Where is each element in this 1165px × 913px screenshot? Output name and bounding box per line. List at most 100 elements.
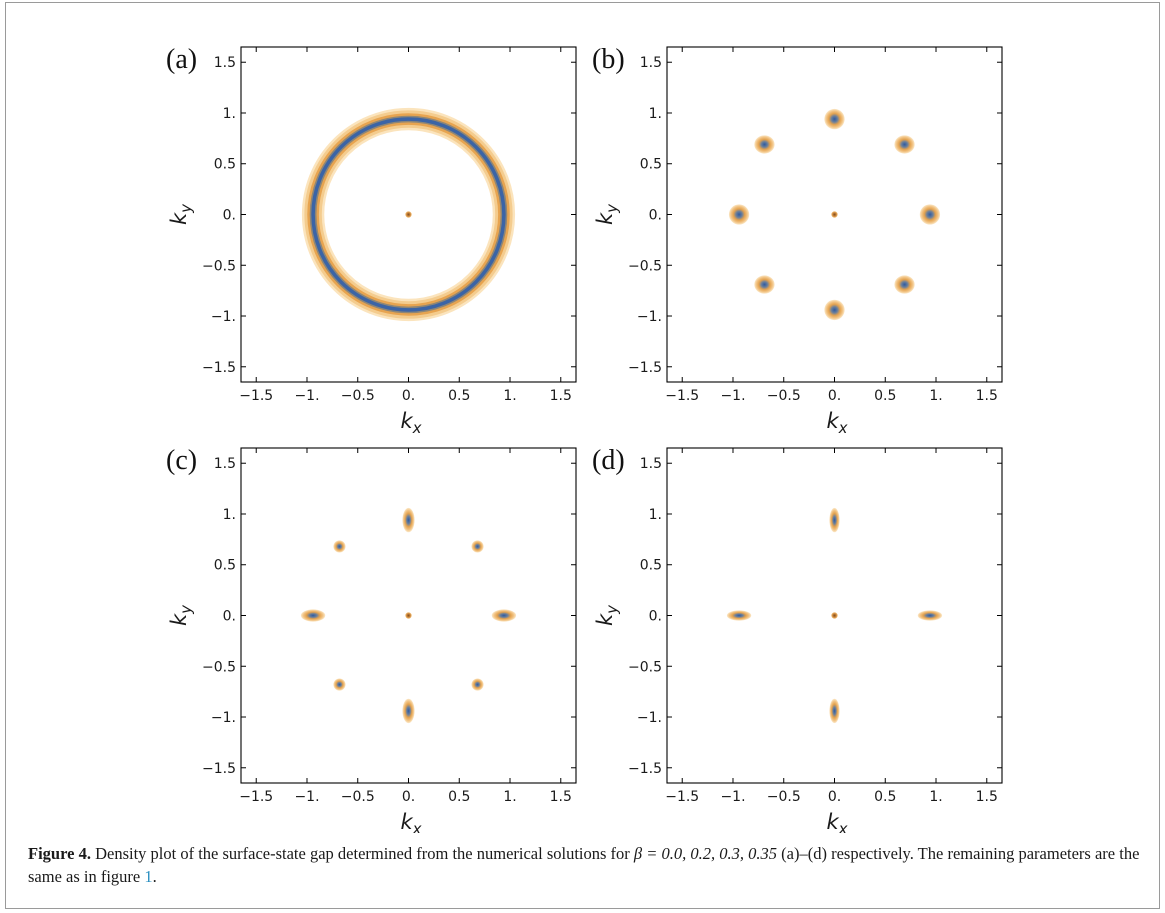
x-tick-label: 0. <box>828 388 841 404</box>
y-tick-label: 1. <box>223 106 236 122</box>
caption-text-1: Density plot of the surface-state gap de… <box>95 844 634 863</box>
y-tick-label: 1. <box>649 507 662 523</box>
x-tick-label: −0.5 <box>767 789 801 805</box>
gap-pocket <box>333 678 346 691</box>
center-dot <box>831 211 838 218</box>
x-tick-label: −0.5 <box>341 789 375 805</box>
figure-frame: −1.5 −1. −0.5 0. 0.5 1. 1.5 1.5 1. 0.5 0. −0.5 −1. −1… <box>5 2 1160 909</box>
y-tick-label: 1. <box>649 106 662 122</box>
y-tick-label: 1.5 <box>640 456 662 472</box>
x-tick-label: 1.5 <box>550 388 572 404</box>
panel-label: (b) <box>592 44 625 75</box>
gap-pocket <box>402 507 415 533</box>
y-tick-label: −1.5 <box>202 761 236 777</box>
x-tick-label: 0.5 <box>874 789 896 805</box>
y-tick-label: −0.5 <box>628 659 662 675</box>
gap-pocket <box>402 698 415 724</box>
y-tick-label: −1. <box>211 710 236 726</box>
y-tick-label: 0.5 <box>214 558 236 574</box>
x-tick-label: 1. <box>503 388 516 404</box>
x-axis-label: kx <box>401 810 422 833</box>
gap-ring <box>301 107 516 322</box>
x-axis-label: kx <box>827 409 848 437</box>
gap-pocket <box>894 135 915 154</box>
x-tick-label: 1. <box>503 789 516 805</box>
y-tick-label: 0.5 <box>214 157 236 173</box>
x-tick-label: −1. <box>294 789 319 805</box>
gap-pocket <box>824 108 845 130</box>
gap-pocket <box>471 678 484 691</box>
figure-panels: −1.5 −1. −0.5 0. 0.5 1. 1.5 1.5 1. 0.5 0. −0.5 −1. −1… <box>166 44 1003 833</box>
x-tick-label: 0.5 <box>448 388 470 404</box>
gap-pocket <box>728 204 750 225</box>
y-axis-label: ky <box>593 203 621 225</box>
x-tick-label: −1.5 <box>665 789 699 805</box>
center-dot <box>405 612 412 619</box>
x-tick-label: −0.5 <box>767 388 801 404</box>
x-tick-label: −1.5 <box>239 789 273 805</box>
gap-pocket <box>300 609 326 622</box>
y-axis-label: ky <box>167 604 195 626</box>
x-tick-label: 0. <box>828 789 841 805</box>
panel-label: (d) <box>592 445 625 476</box>
caption-beta-expr: β = 0.0, 0.2, 0.3, 0.35 <box>633 844 778 863</box>
gap-pocket <box>919 204 941 225</box>
y-tick-label: 1.5 <box>214 456 236 472</box>
gap-pocket <box>754 275 775 294</box>
y-axis-label: ky <box>593 604 621 626</box>
x-tick-label: 1.5 <box>976 789 998 805</box>
y-tick-label: −0.5 <box>202 258 236 274</box>
y-tick-label: 0. <box>649 609 662 625</box>
x-tick-label: −1.5 <box>239 388 273 404</box>
y-tick-label: 1.5 <box>640 55 662 71</box>
caption-figure-ref-link[interactable]: 1 <box>144 867 153 886</box>
y-tick-label: 0.5 <box>640 157 662 173</box>
x-axis-label: kx <box>827 810 848 833</box>
caption-label: Figure 4. <box>28 844 91 863</box>
y-tick-label: −1.5 <box>628 761 662 777</box>
x-tick-label: 0.5 <box>448 789 470 805</box>
y-tick-label: −0.5 <box>202 659 236 675</box>
gap-pocket <box>491 609 517 622</box>
x-tick-label: −0.5 <box>341 388 375 404</box>
gap-pocket <box>754 135 775 154</box>
panel-b: −1.5 −1. −0.5 0. 0.5 1. 1.5 1.5 1. 0.5 0. −0.5 −1. −1… <box>592 44 1003 437</box>
gap-pocket <box>917 610 943 621</box>
center-dot <box>831 612 838 619</box>
gap-pocket <box>333 540 346 553</box>
y-tick-label: 0. <box>223 609 236 625</box>
y-tick-label: −0.5 <box>628 258 662 274</box>
x-tick-label: 1. <box>929 388 942 404</box>
y-tick-label: 0. <box>223 208 236 224</box>
caption-text-end: . <box>152 867 157 886</box>
x-tick-label: 0. <box>402 789 415 805</box>
gap-pocket <box>824 299 845 321</box>
gap-pocket <box>726 610 752 621</box>
y-tick-label: −1. <box>211 309 236 325</box>
center-dot <box>405 211 412 218</box>
x-tick-label: 0.5 <box>874 388 896 404</box>
x-tick-label: 0. <box>402 388 415 404</box>
gap-pocket <box>829 698 840 724</box>
panel-c: −1.5 −1. −0.5 0. 0.5 1. 1.5 1.5 1. 0.5 0. −0.5 −1. −1… <box>166 445 577 833</box>
panel-a: −1.5 −1. −0.5 0. 0.5 1. 1.5 1.5 1. 0.5 0. −0.5 −1. −1… <box>166 44 577 437</box>
y-tick-label: 1.5 <box>214 55 236 71</box>
y-tick-label: −1.5 <box>202 360 236 376</box>
caption-text-2: (a)–(d) respectively. The remaining para… <box>28 844 1140 886</box>
gap-pocket <box>471 540 484 553</box>
panel-d: −1.5 −1. −0.5 0. 0.5 1. 1.5 1.5 1. 0.5 0. −0.5 −1. −1… <box>592 445 1003 833</box>
y-axis-label: ky <box>167 203 195 225</box>
x-tick-label: 1. <box>929 789 942 805</box>
y-tick-label: −1. <box>637 309 662 325</box>
x-tick-label: −1. <box>720 789 745 805</box>
x-tick-label: −1.5 <box>665 388 699 404</box>
figure-caption: Figure 4. Density plot of the surface-st… <box>28 842 1148 888</box>
x-axis-label: kx <box>401 409 422 437</box>
gap-pocket <box>894 275 915 294</box>
x-tick-label: 1.5 <box>550 789 572 805</box>
y-tick-label: −1.5 <box>628 360 662 376</box>
y-tick-label: 0.5 <box>640 558 662 574</box>
gap-pocket <box>829 507 840 533</box>
x-tick-label: −1. <box>720 388 745 404</box>
x-tick-label: −1. <box>294 388 319 404</box>
